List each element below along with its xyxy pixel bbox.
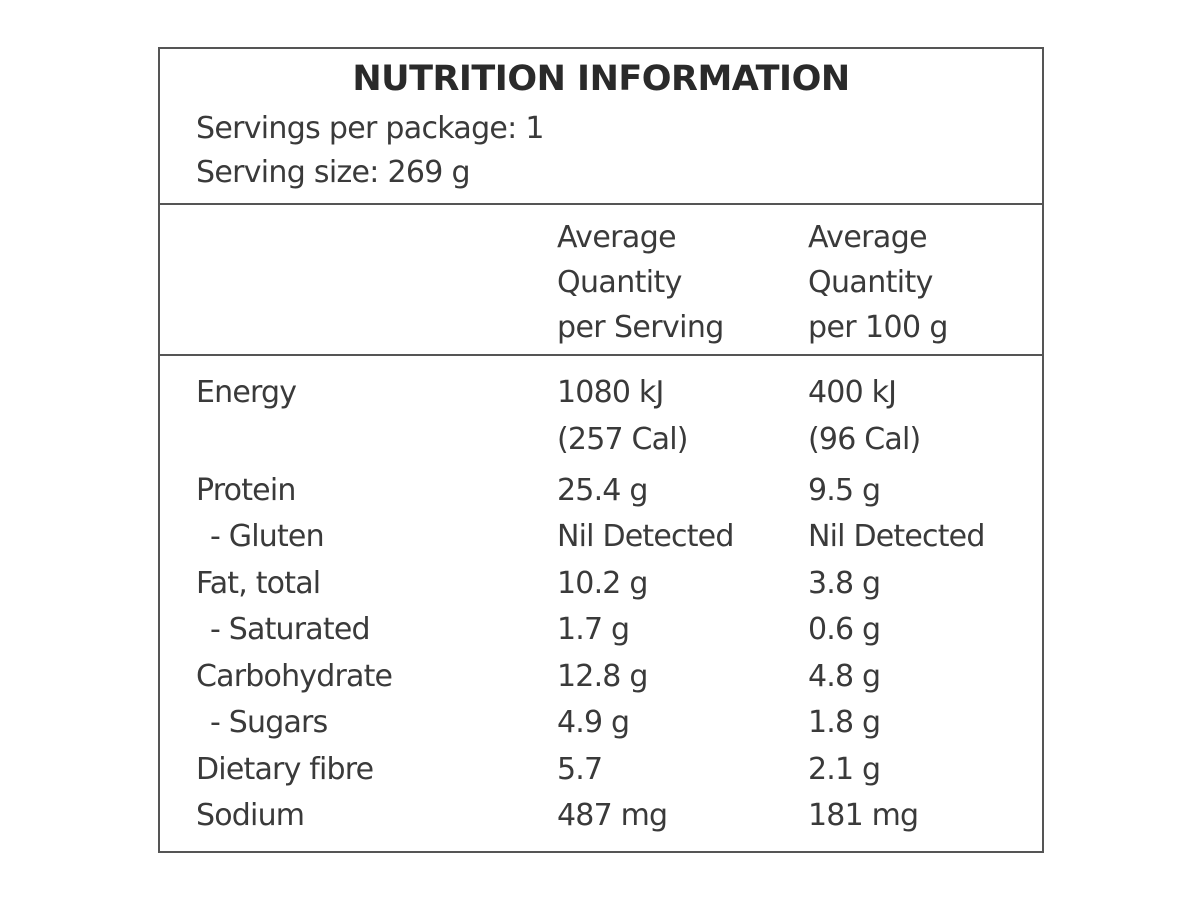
row-label-gluten: - Gluten [210, 519, 325, 554]
row-label-carbohydrate: Carbohydrate [196, 659, 393, 694]
carbohydrate-per-serving: 12.8 g [557, 659, 648, 694]
saturated-per-100g: 0.6 g [808, 612, 881, 647]
column-header-line: per 100 g [808, 310, 948, 345]
row-label-dietary-fibre: Dietary fibre [196, 752, 374, 787]
gluten-per-100g: Nil Detected [808, 519, 985, 554]
row-label-energy: Energy [196, 375, 297, 410]
energy-cal-per-100g: (96 Cal) [808, 422, 921, 457]
column-header-line: Quantity [557, 265, 682, 300]
header-divider [160, 203, 1042, 205]
column-header-line: per Serving [557, 310, 724, 345]
row-label-sugars: - Sugars [210, 705, 328, 740]
sugars-per-serving: 4.9 g [557, 705, 630, 740]
column-header-per-100g: Average Quantity per 100 g [808, 215, 948, 350]
carbohydrate-per-100g: 4.8 g [808, 659, 881, 694]
row-label-saturated: - Saturated [210, 612, 371, 647]
column-header-line: Quantity [808, 265, 933, 300]
energy-per-100g: 400 kJ [808, 375, 897, 410]
columns-divider [160, 354, 1042, 356]
serving-size: Serving size: 269 g [196, 155, 471, 190]
fat-total-per-100g: 3.8 g [808, 566, 881, 601]
sodium-per-100g: 181 mg [808, 798, 919, 833]
saturated-per-serving: 1.7 g [557, 612, 630, 647]
dietary-fibre-per-100g: 2.1 g [808, 752, 881, 787]
energy-per-serving: 1080 kJ [557, 375, 664, 410]
dietary-fibre-per-serving: 5.7 [557, 752, 603, 787]
energy-cal-per-serving: (257 Cal) [557, 422, 688, 457]
protein-per-serving: 25.4 g [557, 473, 648, 508]
protein-per-100g: 9.5 g [808, 473, 881, 508]
sodium-per-serving: 487 mg [557, 798, 668, 833]
sugars-per-100g: 1.8 g [808, 705, 881, 740]
column-header-per-serving: Average Quantity per Serving [557, 215, 724, 350]
column-header-line: Average [557, 220, 677, 255]
row-label-protein: Protein [196, 473, 296, 508]
nutrition-panel: NUTRITION INFORMATION Servings per packa… [158, 47, 1044, 853]
servings-per-package: Servings per package: 1 [196, 111, 544, 146]
row-label-sodium: Sodium [196, 798, 305, 833]
fat-total-per-serving: 10.2 g [557, 566, 648, 601]
row-label-fat-total: Fat, total [196, 566, 321, 601]
gluten-per-serving: Nil Detected [557, 519, 734, 554]
column-header-line: Average [808, 220, 928, 255]
panel-title: NUTRITION INFORMATION [352, 59, 850, 99]
